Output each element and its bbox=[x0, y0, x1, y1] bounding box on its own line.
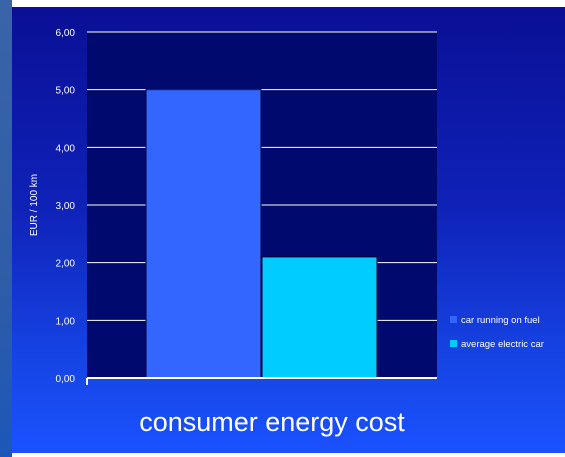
y-tick-label: 5,00 bbox=[56, 86, 76, 97]
slide-background: 0,00 1,00 2,00 3,00 4,00 5,00 6,00 EUR / 100 k… bbox=[12, 7, 565, 453]
slide-left-strip bbox=[0, 0, 12, 457]
y-tick-label: 0,00 bbox=[56, 374, 76, 385]
bar-chart: 0,00 1,00 2,00 3,00 4,00 5,00 6,00 EUR / 100 k… bbox=[29, 28, 544, 385]
y-tick-label: 1,00 bbox=[56, 316, 76, 327]
y-axis-label: EUR / 100 km bbox=[29, 174, 40, 236]
y-tick-labels: 0,00 1,00 2,00 3,00 4,00 5,00 6,00 bbox=[56, 28, 76, 385]
bars bbox=[145, 89, 378, 379]
y-tick-label: 3,00 bbox=[56, 201, 76, 212]
legend-swatch-2 bbox=[450, 340, 457, 347]
axes bbox=[86, 377, 437, 385]
y-tick-label: 2,00 bbox=[56, 259, 76, 270]
bar-2 bbox=[261, 256, 378, 379]
chart-title: consumer energy cost bbox=[139, 407, 405, 437]
legend-label-2: average electric car bbox=[461, 339, 544, 350]
legend-swatch-1 bbox=[450, 316, 457, 323]
y-tick-label: 4,00 bbox=[56, 143, 76, 154]
legend-label-1: car running on fuel bbox=[461, 315, 540, 326]
legend: car running on fuel average electric car bbox=[450, 315, 544, 350]
y-tick-label: 6,00 bbox=[56, 28, 76, 39]
bar-1 bbox=[145, 89, 262, 379]
